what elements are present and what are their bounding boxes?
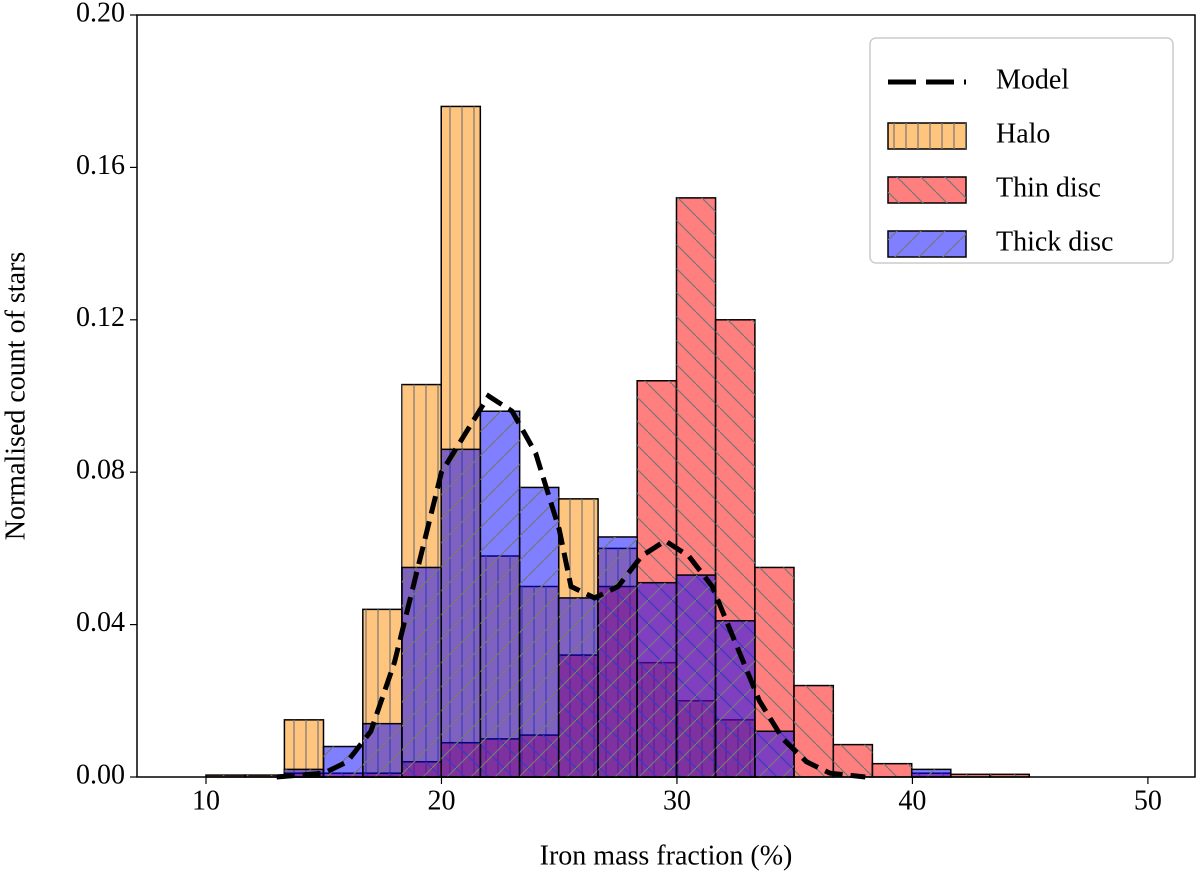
bar-hatch <box>637 582 677 777</box>
x-tick-label: 40 <box>898 785 926 816</box>
bar-hatch <box>441 449 481 777</box>
bar-hatch <box>990 774 1030 777</box>
x-axis-label: Iron mass fraction (%) <box>540 840 793 871</box>
y-tick-label: 0.00 <box>76 759 125 790</box>
legend-swatch-hatch <box>888 231 966 257</box>
legend-label: Thick disc <box>996 226 1113 257</box>
bar-hatch <box>284 719 324 777</box>
model-line <box>276 392 866 780</box>
y-tick-label: 0.08 <box>76 455 125 486</box>
x-tick-label: 50 <box>1134 785 1162 816</box>
bar-hatch <box>793 685 834 777</box>
bar-hatch <box>754 731 794 777</box>
x-tick-label: 20 <box>427 785 455 816</box>
legend-label: Model <box>996 64 1069 95</box>
bar-hatch <box>205 775 246 777</box>
plot-frame <box>136 14 1196 778</box>
y-tick-label: 0.16 <box>76 150 125 181</box>
bar-hatch <box>833 744 873 777</box>
bar-hatch <box>480 411 520 777</box>
legend-swatch-hatch <box>888 177 966 203</box>
bar-hatch <box>950 774 991 777</box>
bar-hatch <box>245 775 285 777</box>
bar-hatch <box>715 620 755 777</box>
bar-hatch <box>872 763 912 777</box>
bar-hatch <box>676 575 716 777</box>
bar-hatch <box>519 487 559 777</box>
legend-label: Thin disc <box>996 172 1101 203</box>
legend-label: Halo <box>996 118 1050 149</box>
y-tick-label: 0.04 <box>76 607 125 638</box>
y-axis-label: Normalised count of stars <box>0 252 31 541</box>
x-tick-label: 30 <box>663 785 691 816</box>
bar-hatch <box>598 536 638 777</box>
bar-hatch <box>558 597 599 777</box>
x-tick-label: 10 <box>192 785 220 816</box>
legend-swatch-hatch <box>888 123 966 149</box>
y-tick-label: 0.12 <box>76 302 125 333</box>
legend-box <box>869 37 1174 264</box>
bar-hatch <box>911 769 951 777</box>
y-tick-label: 0.20 <box>76 0 125 28</box>
